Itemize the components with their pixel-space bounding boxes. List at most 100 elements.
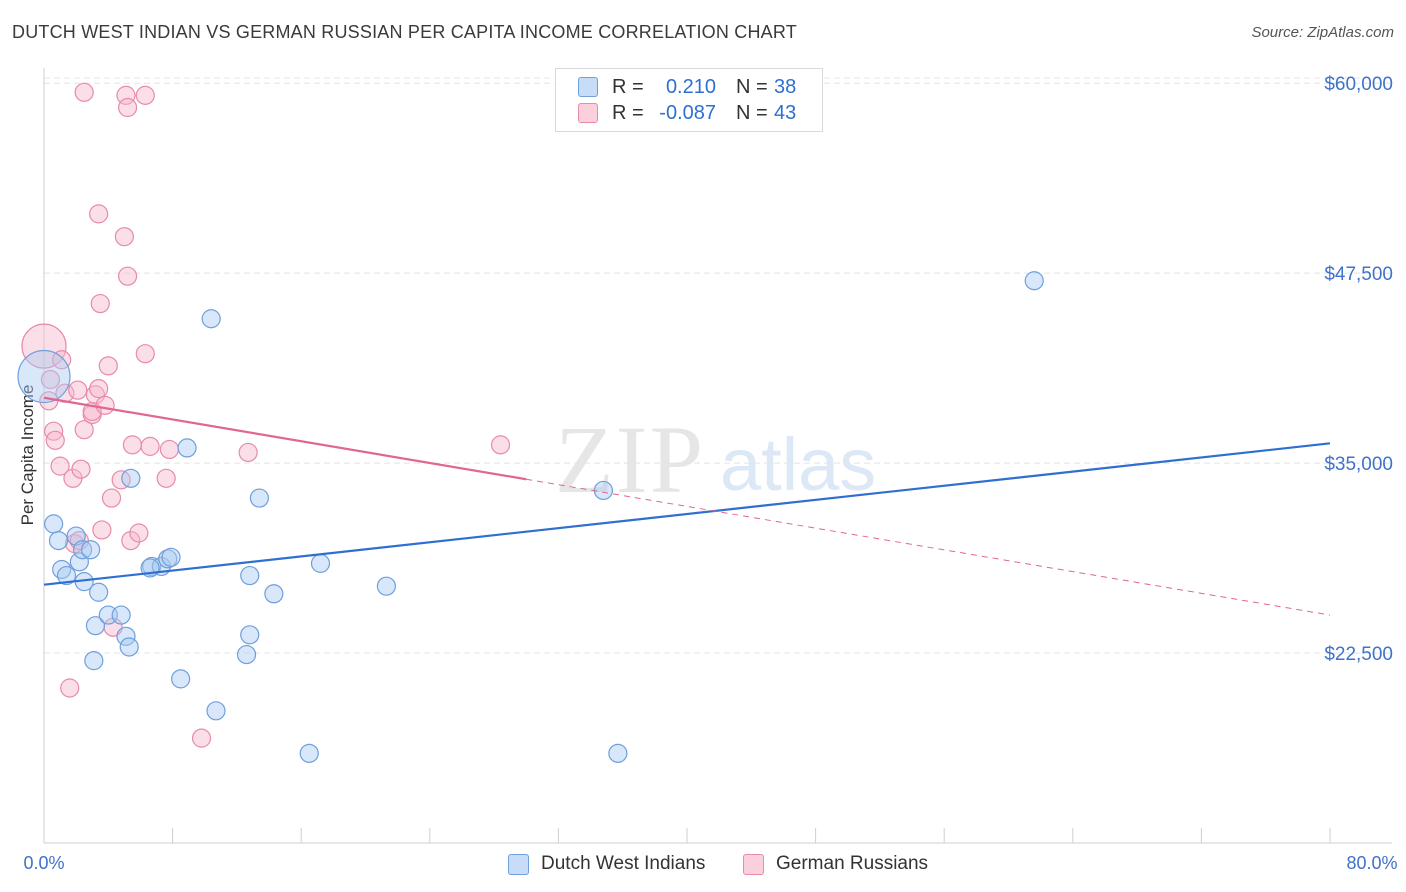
legend-r-value: -0.087 xyxy=(659,101,716,124)
data-point xyxy=(121,468,141,488)
trend-line-german-russians xyxy=(43,396,527,481)
x-ticks xyxy=(43,828,1331,843)
x-tick-label-left: 0.0% xyxy=(23,853,64,873)
data-point xyxy=(191,728,212,748)
legend-swatch-blue xyxy=(508,853,529,875)
data-point xyxy=(119,637,139,657)
y-tick-label: $60,000 xyxy=(1324,74,1393,95)
legend-r-label: R = xyxy=(612,101,644,124)
legend-row-pink: R = -0.087 N = 43 xyxy=(578,100,796,126)
data-point xyxy=(114,227,134,247)
data-point xyxy=(101,488,122,508)
legend-swatch-pink xyxy=(578,103,598,123)
data-point xyxy=(238,442,258,463)
legend-swatch-pink xyxy=(743,853,764,875)
data-point xyxy=(89,379,109,399)
data-point xyxy=(249,488,270,508)
data-point xyxy=(98,356,118,376)
data-point xyxy=(201,309,221,329)
series-german-russians xyxy=(21,82,511,748)
legend-item-german-russians: German Russians xyxy=(743,851,928,877)
data-point xyxy=(310,553,331,573)
data-point xyxy=(85,616,106,636)
data-point xyxy=(45,430,65,450)
legend-n-value: 38 xyxy=(774,75,797,98)
data-point xyxy=(159,439,179,460)
data-point xyxy=(161,547,181,567)
legend-row-blue: R = 0.210 N = 38 xyxy=(578,74,796,100)
data-point xyxy=(236,644,257,665)
data-point xyxy=(72,540,93,560)
data-point xyxy=(264,584,284,604)
data-point xyxy=(111,605,131,625)
data-point xyxy=(50,456,70,476)
data-point xyxy=(68,380,88,400)
data-point xyxy=(48,530,69,551)
legend-item-dutch-west-indians: Dutch West Indians xyxy=(508,851,705,877)
data-point xyxy=(52,350,72,370)
data-point xyxy=(490,435,511,455)
data-point xyxy=(206,701,226,721)
watermark: ZIP atlas xyxy=(555,406,876,513)
data-point xyxy=(17,349,71,404)
y-tick-label: $47,500 xyxy=(1324,264,1393,285)
legend-n-label: N = xyxy=(736,75,768,98)
data-point xyxy=(299,743,319,763)
trend-line-dutch-west-indians xyxy=(43,442,1331,586)
legend-n-label: N = xyxy=(736,101,768,124)
data-point xyxy=(89,204,109,224)
data-point xyxy=(608,743,628,763)
data-point xyxy=(111,470,131,490)
x-tick-label-right: 80.0% xyxy=(1346,853,1397,873)
data-point xyxy=(240,565,260,586)
data-point xyxy=(1024,271,1044,291)
data-point xyxy=(171,669,191,689)
data-point xyxy=(135,85,155,105)
data-point xyxy=(90,293,110,314)
data-point xyxy=(44,514,64,534)
chart-title: DUTCH WEST INDIAN VS GERMAN RUSSIAN PER … xyxy=(12,22,797,42)
data-point xyxy=(95,395,115,415)
trend-line-german-russians-extension xyxy=(526,478,1331,616)
legend-r-label: R = xyxy=(612,75,644,98)
data-point xyxy=(129,523,149,543)
data-point xyxy=(117,266,138,286)
data-point xyxy=(117,97,138,118)
data-point xyxy=(69,552,89,572)
data-point xyxy=(156,468,176,488)
data-point xyxy=(140,436,160,456)
axes xyxy=(43,68,1392,844)
watermark-atlas: atlas xyxy=(720,423,876,506)
y-tick-label: $35,000 xyxy=(1324,454,1393,475)
data-point xyxy=(71,459,91,479)
data-point xyxy=(74,420,94,440)
source-label: Source: ZipAtlas.com xyxy=(1251,24,1394,41)
trend-lines xyxy=(43,396,1331,616)
data-point xyxy=(89,582,109,602)
data-point xyxy=(92,520,112,540)
data-point xyxy=(56,565,77,586)
data-point xyxy=(135,344,155,364)
data-point xyxy=(116,626,136,646)
data-point xyxy=(177,438,197,458)
data-point xyxy=(21,323,67,369)
data-point xyxy=(122,435,143,455)
data-point xyxy=(240,625,260,645)
data-point xyxy=(84,651,104,671)
data-point xyxy=(60,678,80,698)
y-tick-label: $22,500 xyxy=(1324,644,1393,665)
legend-r-value: 0.210 xyxy=(665,75,716,98)
y-tick-labels: $22,500 $35,000 $47,500 $60,000 xyxy=(1324,74,1393,665)
data-point xyxy=(593,480,614,501)
data-point xyxy=(376,576,396,596)
data-point xyxy=(116,85,136,105)
stats-legend: R = 0.210 N = 38 R = -0.087 N = 43 xyxy=(555,68,823,132)
legend-label: Dutch West Indians xyxy=(541,853,706,874)
legend-n-value: 43 xyxy=(774,101,797,124)
legend-swatch-blue xyxy=(578,77,598,97)
data-point xyxy=(158,549,178,569)
data-point xyxy=(40,369,61,390)
series-dutch-west-indians xyxy=(17,271,1044,763)
legend-label: German Russians xyxy=(776,853,929,874)
